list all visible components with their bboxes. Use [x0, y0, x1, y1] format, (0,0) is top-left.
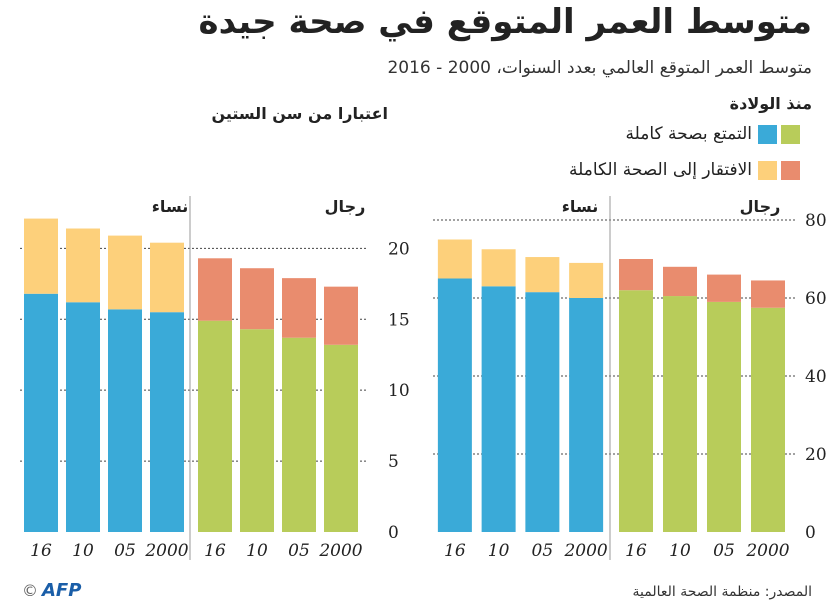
x-tick-label: 2000: [745, 541, 789, 561]
bar-healthy: [663, 296, 697, 532]
bar-unhealthy: [707, 274, 741, 302]
y-tick-label: 0: [805, 523, 816, 543]
bar-unhealthy: [437, 239, 472, 279]
bar-healthy: [240, 329, 274, 532]
afp-logo: © AFP: [22, 580, 81, 601]
x-tick-label: 16: [625, 541, 647, 561]
bar-healthy: [282, 337, 316, 532]
bar-unhealthy: [619, 259, 653, 291]
legend-swatch-women-healthy: [758, 124, 777, 144]
bar-unhealthy: [282, 278, 316, 338]
x-tick-label: 05: [532, 541, 554, 561]
x-tick-label: 10: [669, 541, 691, 561]
bar-healthy: [437, 278, 472, 532]
y-tick-label: 20: [388, 239, 410, 259]
bar-healthy: [198, 320, 232, 532]
panel-title: رجال: [740, 197, 781, 216]
x-tick-label: 05: [114, 541, 136, 561]
panel-title: رجال: [325, 197, 366, 216]
bar-unhealthy: [240, 268, 274, 330]
bar-healthy: [619, 290, 653, 532]
legend-unhealthy: الافتقار إلى الصحة الكاملة: [569, 160, 800, 180]
bar-healthy: [324, 344, 358, 532]
legend-swatch-men-healthy: [781, 124, 800, 144]
x-tick-label: 05: [713, 541, 735, 561]
x-tick-label: 16: [444, 541, 466, 561]
x-tick-label: 10: [488, 541, 510, 561]
bar-healthy: [751, 307, 785, 532]
x-tick-label: 2000: [144, 541, 188, 561]
x-tick-label: 16: [30, 541, 52, 561]
panel-title: نساء: [562, 197, 598, 216]
legend-swatch-men-unhealthy: [781, 160, 800, 180]
bar-unhealthy: [663, 266, 697, 297]
bar-unhealthy: [569, 262, 604, 298]
bar-unhealthy: [150, 242, 184, 313]
y-tick-label: 5: [388, 452, 399, 472]
bar-unhealthy: [481, 249, 516, 287]
x-tick-label: 05: [288, 541, 310, 561]
copyright-icon: ©: [22, 581, 38, 600]
legend-healthy-label: التمتع بصحة كاملة: [625, 124, 752, 144]
page-title: متوسط العمر المتوقع في صحة جيدة: [198, 2, 812, 42]
y-tick-label: 40: [805, 367, 827, 387]
bar-healthy: [24, 293, 58, 532]
bar-healthy: [707, 301, 741, 532]
x-tick-label: 16: [204, 541, 226, 561]
y-tick-label: 20: [805, 445, 827, 465]
bar-unhealthy: [24, 218, 58, 294]
legend-healthy: التمتع بصحة كاملة: [625, 124, 800, 144]
legend-swatch-women-unhealthy: [758, 160, 777, 180]
y-tick-label: 10: [388, 381, 410, 401]
page-subtitle: متوسط العمر المتوقع العالمي بعدد السنوات…: [387, 58, 812, 78]
bar-unhealthy: [108, 235, 142, 310]
bar-healthy: [569, 298, 604, 532]
y-tick-label: 60: [805, 289, 827, 309]
bar-healthy: [66, 302, 100, 532]
bar-unhealthy: [198, 258, 232, 321]
bar-unhealthy: [66, 228, 100, 303]
source-note: المصدر: منظمة الصحة العالمية: [632, 584, 812, 600]
bar-unhealthy: [324, 286, 358, 345]
section-birth-label: منذ الولادة: [729, 94, 812, 113]
y-tick-label: 80: [805, 211, 827, 231]
x-tick-label: 10: [72, 541, 94, 561]
section-sixty-label: اعتبارا من سن الستين: [211, 104, 388, 123]
panel-title: نساء: [152, 197, 188, 216]
bar-healthy: [525, 292, 560, 532]
bar-healthy: [481, 286, 516, 532]
y-tick-label: 15: [388, 310, 410, 330]
x-tick-label: 10: [246, 541, 268, 561]
bar-unhealthy: [525, 257, 560, 293]
x-tick-label: 2000: [318, 541, 362, 561]
bar-healthy: [108, 309, 142, 532]
bar-healthy: [150, 312, 184, 532]
bar-unhealthy: [751, 280, 785, 308]
legend-unhealthy-label: الافتقار إلى الصحة الكاملة: [569, 160, 752, 180]
y-tick-label: 0: [388, 523, 399, 543]
x-tick-label: 2000: [563, 541, 607, 561]
afp-logo-text: AFP: [42, 580, 82, 601]
